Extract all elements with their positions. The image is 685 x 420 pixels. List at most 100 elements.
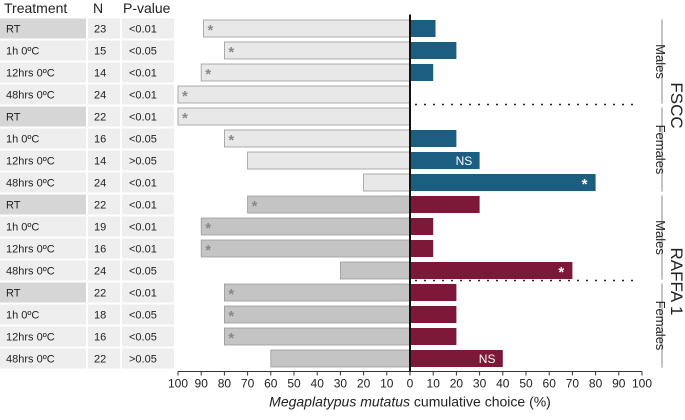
- p-value-cell: <0.05: [129, 46, 157, 58]
- p-value-cell: <0.01: [129, 178, 157, 190]
- n-cell: 14: [94, 156, 106, 168]
- n-cell: 24: [94, 90, 106, 102]
- table-cell-bg: [122, 304, 174, 325]
- n-cell: 24: [94, 266, 106, 278]
- header-p-value: P-value: [123, 0, 171, 16]
- table-cell-bg: [0, 150, 86, 171]
- right-bar: [410, 284, 457, 301]
- x-tick-label: 80: [589, 377, 603, 391]
- right-bars: NS * * NS: [410, 20, 596, 367]
- left-bar-annotation: *: [205, 220, 211, 237]
- right-bar: [410, 262, 573, 279]
- left-bar-annotation: *: [182, 110, 188, 127]
- table-cell-bg: [122, 260, 174, 281]
- n-cell: 22: [94, 200, 106, 212]
- table-cell-bg: [88, 194, 120, 215]
- x-tick-label: 60: [264, 377, 278, 391]
- p-value-cell: <0.01: [129, 244, 157, 256]
- right-bar: [410, 64, 434, 81]
- p-value-cell: <0.01: [129, 288, 157, 300]
- x-tick-label: 10: [380, 377, 394, 391]
- left-bar-annotation: *: [205, 66, 211, 83]
- treatment-cell: 48hrs 0ºC: [6, 354, 55, 366]
- left-bar: [223, 129, 411, 148]
- table-cell-bg: [88, 260, 120, 281]
- treatment-cell: RT: [6, 24, 21, 36]
- table-cell-bg: [0, 84, 86, 105]
- table-cell-bg: [88, 84, 120, 105]
- p-value-cell: <0.01: [129, 68, 157, 80]
- table-cell-bg: [0, 238, 86, 259]
- x-tick-label: 40: [496, 377, 510, 391]
- left-bar: [200, 239, 411, 258]
- table-cell-bg: [122, 62, 174, 83]
- subgroup-label: Females: [653, 125, 668, 175]
- p-value-cell: <0.01: [129, 222, 157, 234]
- right-bar: [410, 196, 480, 213]
- left-bar: [177, 107, 411, 126]
- p-value-cell: <0.01: [129, 24, 157, 36]
- table-cell-bg: [0, 216, 86, 237]
- left-bar: [223, 305, 411, 324]
- p-value-cell: <0.05: [129, 266, 157, 278]
- table-cell-bg: [88, 172, 120, 193]
- table-cell-bg: [122, 348, 174, 369]
- table-cell-bg: [0, 194, 86, 215]
- table-cell-bg: [88, 282, 120, 303]
- left-bar-annotation: *: [228, 286, 234, 303]
- x-tick-label: 70: [566, 377, 580, 391]
- table-cell-bg: [0, 282, 86, 303]
- x-tick-label: 80: [218, 377, 232, 391]
- table-cell-bg: [0, 260, 86, 281]
- table-cell-bg: [122, 128, 174, 149]
- right-bar-annotation: *: [582, 176, 588, 193]
- table-cell-bg: [122, 238, 174, 259]
- p-value-cell: <0.05: [129, 310, 157, 322]
- table-cell-bg: [122, 216, 174, 237]
- header-treatment: Treatment: [4, 0, 67, 16]
- treatment-cell: 48hrs 0ºC: [6, 266, 55, 278]
- right-bar: [410, 174, 596, 191]
- n-cell: 18: [94, 310, 106, 322]
- treatment-cell: RT: [6, 288, 21, 300]
- x-tick-label: 40: [311, 377, 325, 391]
- n-cell: 16: [94, 332, 106, 344]
- right-bar: [410, 42, 457, 59]
- treatment-cell: 12hrs 0ºC: [6, 244, 55, 256]
- table-cell-bg: [88, 62, 120, 83]
- left-bar: [363, 173, 411, 192]
- x-tick-label: 50: [519, 377, 533, 391]
- table-cell-bg: [88, 150, 120, 171]
- right-bar: [410, 350, 503, 367]
- table-cell-bg: [0, 304, 86, 325]
- p-value-cell: <0.01: [129, 200, 157, 212]
- table-cell-bg: [0, 128, 86, 149]
- x-tick-label: 10: [427, 377, 441, 391]
- x-tick-label: 0: [407, 377, 414, 391]
- left-bar: [270, 349, 411, 368]
- x-tick-label: 70: [241, 377, 255, 391]
- table-cell-bg: [88, 326, 120, 347]
- left-bar: [223, 41, 411, 60]
- right-bar: [410, 20, 436, 37]
- p-value-cell: <0.05: [129, 134, 157, 146]
- n-cell: 14: [94, 68, 106, 80]
- right-bar: [410, 306, 457, 323]
- table-cell-bg: [0, 172, 86, 193]
- n-cell: 19: [94, 222, 106, 234]
- left-bar-annotation: *: [182, 88, 188, 105]
- x-tick-label: 50: [287, 377, 301, 391]
- table-header: Treatment N P-value: [4, 0, 171, 16]
- right-bar-annotation: *: [558, 264, 564, 281]
- n-cell: 22: [94, 354, 106, 366]
- table-cell-bg: [88, 238, 120, 259]
- x-tick-label: 100: [168, 377, 188, 391]
- left-bar: [223, 327, 411, 346]
- table-cell-bg: [122, 84, 174, 105]
- group-label: RAFFA 1: [667, 247, 685, 315]
- group-label: FSCC: [667, 82, 685, 128]
- table-cell-bg: [122, 106, 174, 127]
- table-cell-bg: [88, 348, 120, 369]
- treatment-cell: 12hrs 0ºC: [6, 156, 55, 168]
